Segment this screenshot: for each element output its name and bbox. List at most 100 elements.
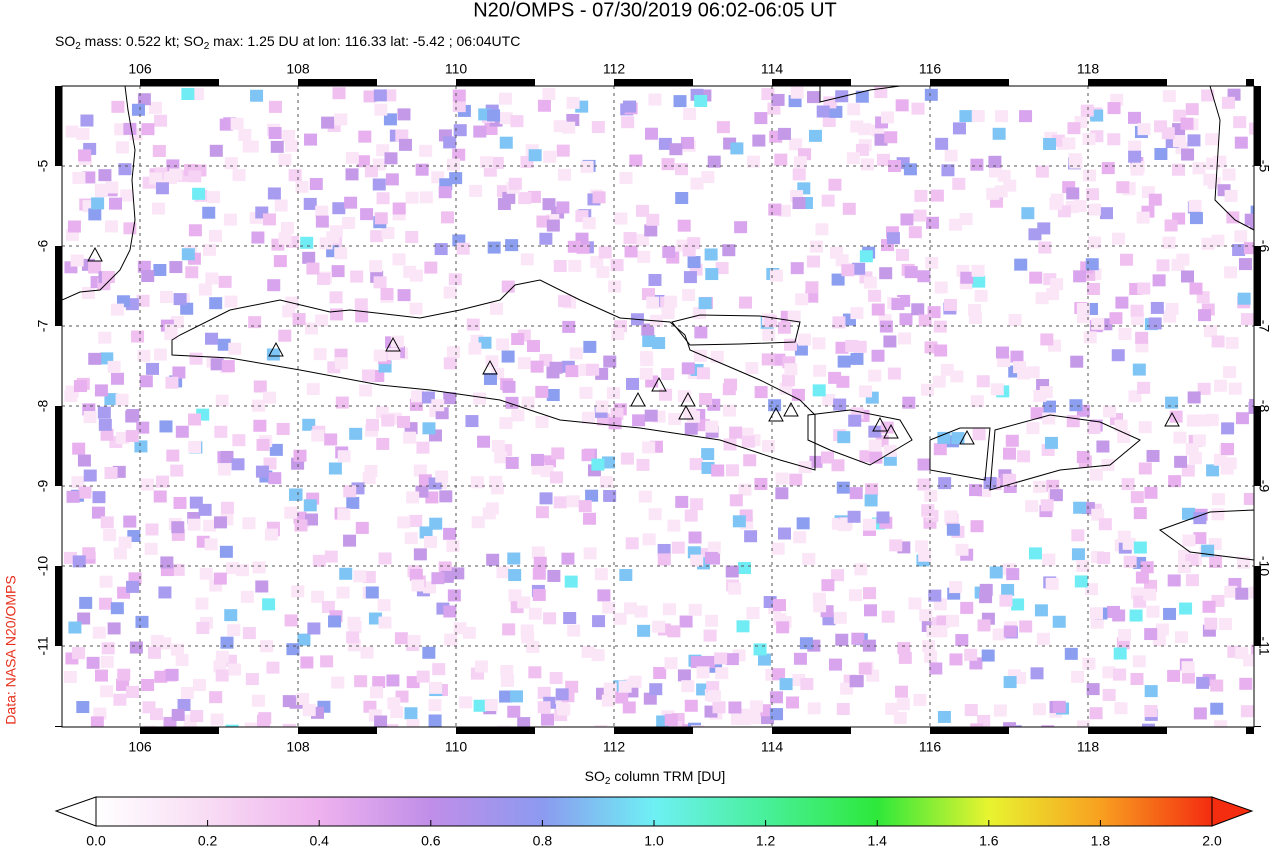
so2-pixel: [822, 114, 836, 127]
so2-pixel: [505, 239, 519, 252]
so2-pixel: [145, 362, 159, 375]
so2-pixel: [520, 624, 534, 637]
so2-pixel: [621, 116, 635, 129]
so2-pixel: [1037, 222, 1051, 235]
so2-pixel: [294, 519, 308, 532]
so2-pixel: [833, 611, 847, 624]
so2-pixel: [444, 633, 458, 646]
so2-pixel: [105, 181, 119, 194]
so2-pixel: [240, 590, 254, 603]
so2-pixel: [521, 396, 535, 409]
so2-pixel: [1174, 631, 1188, 644]
so2-pixel: [383, 113, 397, 126]
so2-pixel: [443, 136, 457, 149]
so2-pixel: [563, 611, 577, 624]
so2-pixel: [434, 243, 448, 256]
so2-pixel: [557, 703, 571, 716]
so2-pixel: [1249, 398, 1254, 411]
so2-pixel: [812, 384, 826, 397]
map-frame: [55, 79, 1261, 734]
so2-pixel: [952, 122, 966, 135]
so2-pixel: [419, 191, 433, 204]
so2-pixel: [1049, 197, 1063, 210]
so2-pixel: [196, 621, 210, 634]
so2-pixel: [362, 471, 376, 484]
so2-pixel: [474, 660, 488, 673]
coast-sumatra: [62, 86, 136, 301]
so2-pixel: [498, 92, 512, 105]
so2-pixel: [969, 484, 983, 497]
so2-pixel: [774, 153, 788, 166]
so2-pixel: [1235, 647, 1249, 660]
so2-pixel: [1130, 672, 1144, 685]
so2-pixel: [684, 699, 698, 712]
so2-pixel: [1233, 116, 1247, 129]
so2-pixel: [364, 165, 378, 178]
so2-pixel: [125, 410, 139, 423]
so2-pixel: [297, 633, 311, 646]
so2-pixel: [924, 650, 938, 663]
so2-pixel: [116, 678, 130, 691]
so2-pixel: [126, 580, 140, 593]
so2-pixel: [876, 511, 890, 524]
so2-pixel: [815, 223, 829, 236]
so2-pixel: [262, 598, 276, 611]
so2-pixel: [690, 177, 704, 190]
so2-pixel: [98, 169, 112, 182]
so2-pixel: [664, 295, 678, 308]
so2-pixel: [1249, 586, 1254, 599]
so2-pixel: [547, 569, 561, 582]
so2-pixel: [787, 310, 801, 323]
so2-pixel: [881, 111, 895, 124]
so2-pixel: [531, 453, 545, 466]
so2-pixel: [345, 151, 359, 164]
so2-pixel: [355, 310, 369, 323]
so2-pixel: [1152, 274, 1166, 287]
so2-pixel: [864, 494, 878, 507]
so2-pixel: [203, 243, 217, 256]
so2-pixel: [443, 605, 457, 618]
so2-pixel: [321, 116, 335, 129]
so2-pixel: [949, 653, 963, 666]
so2-pixel: [746, 606, 760, 619]
so2-pixel: [891, 298, 905, 311]
so2-pixel: [1003, 179, 1017, 192]
colorbar-tick-label: 1.2: [756, 833, 776, 849]
so2-pixel: [280, 222, 294, 235]
so2-pixel: [737, 713, 751, 726]
lon-tick-label-top: 106: [128, 61, 152, 77]
so2-pixel: [1074, 116, 1088, 129]
so2-pixel: [830, 246, 844, 259]
so2-pixel: [809, 455, 823, 468]
so2-pixel: [603, 355, 617, 368]
so2-pixel: [929, 662, 943, 675]
so2-pixel: [981, 649, 995, 662]
so2-pixel: [992, 628, 1006, 641]
so2-pixel: [387, 697, 401, 710]
so2-pixel: [1133, 595, 1147, 608]
so2-pixel: [1034, 604, 1048, 617]
so2-pixel: [671, 541, 685, 554]
so2-pixel: [73, 380, 87, 393]
so2-pixel: [789, 138, 803, 151]
so2-pixel: [802, 552, 816, 565]
so2-pixel: [123, 122, 137, 135]
so2-pixel: [535, 415, 549, 428]
so2-pixel: [175, 653, 189, 666]
so2-pixel: [198, 503, 212, 516]
so2-pixel: [546, 219, 560, 232]
so2-pixel: [657, 553, 671, 566]
so2-pixel: [832, 316, 846, 329]
so2-pixel: [1112, 232, 1126, 245]
so2-pixel: [960, 271, 974, 284]
so2-pixel: [71, 476, 85, 489]
so2-pixel: [204, 538, 218, 551]
so2-pixel: [242, 517, 256, 530]
so2-pixel: [813, 364, 827, 377]
so2-pixel: [707, 155, 721, 168]
so2-pixel: [1146, 605, 1160, 618]
so2-pixel: [496, 338, 510, 351]
so2-pixel: [1135, 571, 1149, 584]
so2-pixel: [1150, 301, 1164, 314]
so2-pixel: [537, 701, 551, 714]
